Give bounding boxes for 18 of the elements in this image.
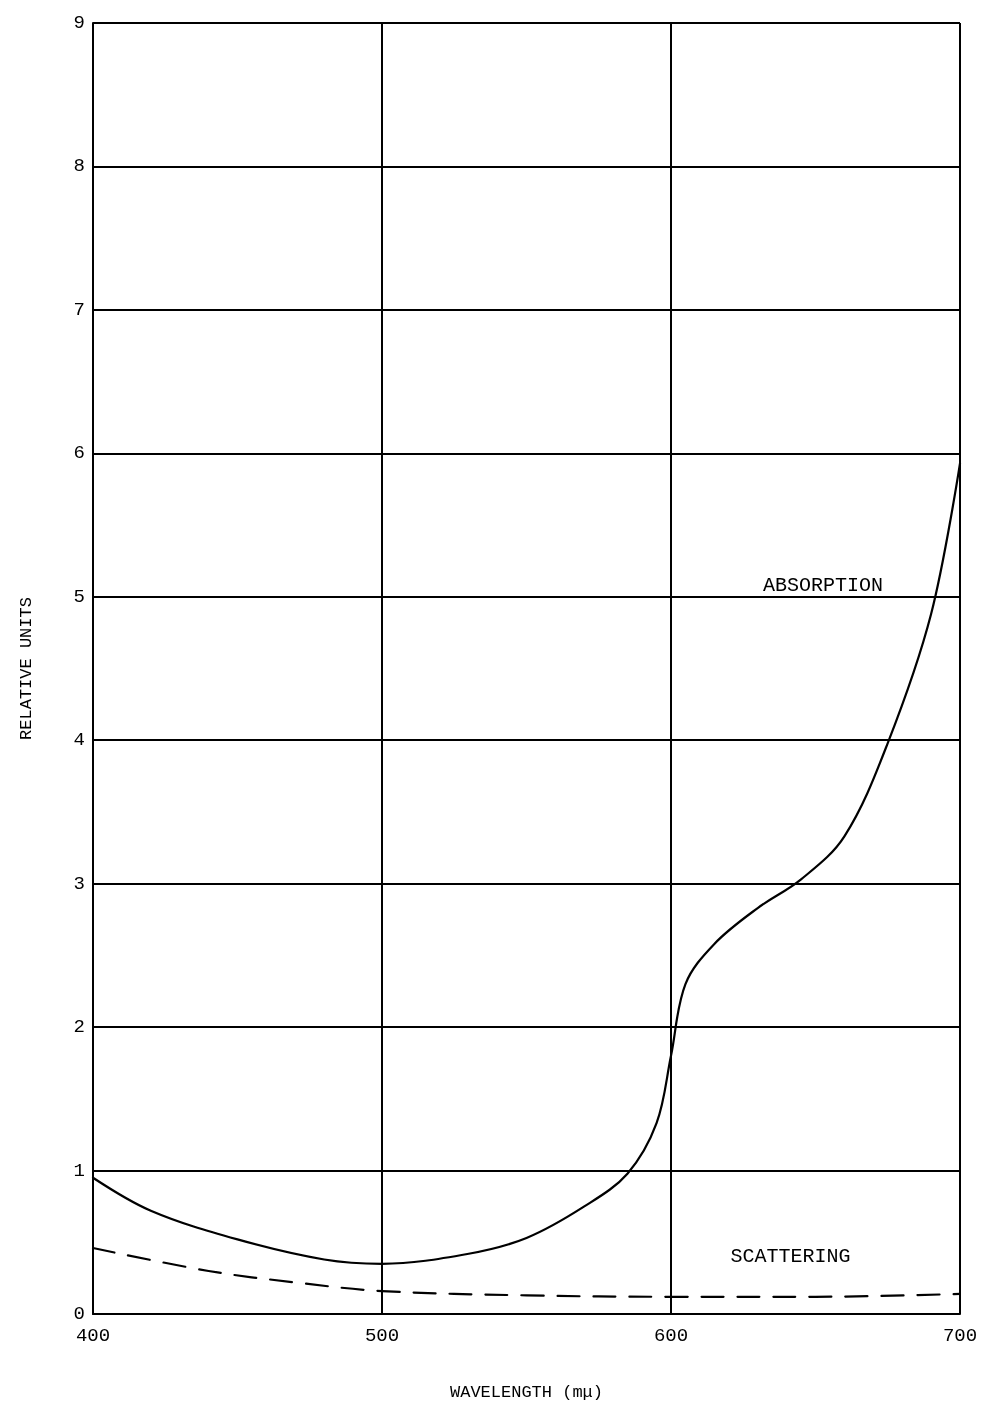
x-tick-label: 700 <box>942 1324 978 1347</box>
y-tick-label: 3 <box>73 872 85 895</box>
y-tick-label: 9 <box>73 12 85 34</box>
y-tick-label: 1 <box>73 1159 85 1182</box>
y-tick-label: 4 <box>73 729 85 752</box>
x-axis-title: WAVELENGTH (mμ) <box>449 1383 604 1402</box>
y-tick-label: 2 <box>73 1016 85 1039</box>
x-tick-label: 600 <box>653 1324 689 1347</box>
x-tick-label: 400 <box>75 1324 111 1347</box>
y-axis-title: RELATIVE UNITS <box>17 597 36 740</box>
text: ABSORPTION <box>763 574 884 598</box>
y-tick-label: 5 <box>73 585 85 608</box>
series-label: SCATTERING <box>730 1245 851 1269</box>
y-tick-label: 7 <box>73 298 85 321</box>
y-tick-label: 6 <box>73 442 85 465</box>
x-tick-label: 500 <box>364 1324 400 1347</box>
y-tick-label: 0 <box>73 1303 85 1325</box>
y-tick-label: 8 <box>73 155 85 178</box>
